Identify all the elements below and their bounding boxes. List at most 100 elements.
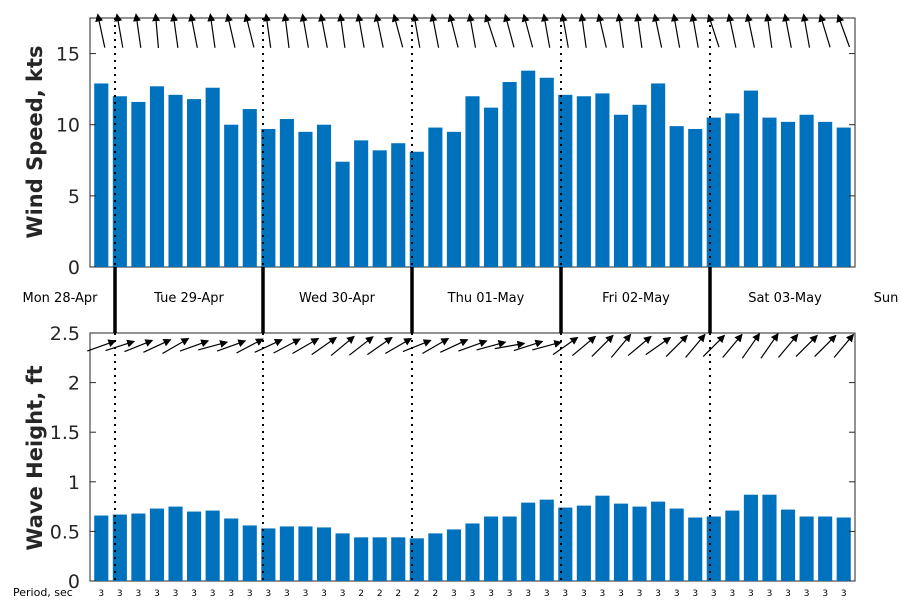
wind-y-axis-label: Wind Speed, kts [23, 45, 47, 238]
wind-bar [651, 83, 666, 267]
period-value: 3 [507, 589, 513, 599]
period-value: 3 [470, 589, 476, 599]
wind-direction-arrow [170, 13, 179, 48]
period-value: 3 [562, 589, 568, 599]
wind-bar [484, 107, 499, 267]
wind-direction-arrow [411, 13, 421, 48]
period-value: 3 [154, 589, 160, 599]
day-label: Mon 28-Apr [23, 291, 99, 306]
wind-bar [743, 90, 758, 267]
wind-direction-arrow [596, 13, 607, 48]
wave-y-tick-label: 2.5 [50, 323, 80, 345]
wave-direction-arrow [814, 334, 837, 358]
day-label: Sun [874, 291, 899, 306]
wind-bar [279, 119, 294, 268]
wave-bar [94, 515, 109, 581]
wave-bar [242, 525, 257, 581]
wave-direction-arrow [216, 339, 247, 352]
wind-direction-arrow [447, 13, 459, 48]
wind-direction-arrow [391, 13, 404, 48]
wind-direction-arrow [466, 13, 477, 48]
wind-direction-arrow [133, 13, 142, 48]
wave-bar [799, 516, 814, 581]
wind-bar [94, 83, 109, 267]
wind-direction-arrow [484, 13, 497, 48]
day-label: Wed 30-Apr [299, 291, 376, 306]
wind-direction-arrow [744, 13, 755, 48]
wind-bar [688, 128, 703, 267]
wind-bar [780, 121, 796, 268]
wind-y-tick-label: 0 [68, 257, 80, 279]
wind-direction-arrow [764, 13, 773, 48]
wave-bar [261, 528, 276, 581]
wind-bar [706, 117, 721, 267]
wind-bar [799, 114, 814, 267]
wave-bar [187, 511, 202, 581]
period-value: 3 [303, 589, 309, 599]
period-value: 3 [136, 589, 142, 599]
period-value: 3 [711, 589, 717, 599]
day-label: Tue 29-Apr [153, 291, 224, 306]
period-value: 2 [414, 589, 420, 599]
period-value: 3 [637, 589, 643, 599]
wind-bar [131, 101, 146, 267]
wind-direction-arrow [689, 13, 699, 48]
wind-direction-arrow [188, 13, 198, 48]
wind-bar [836, 127, 851, 267]
wave-direction-arrow [741, 332, 761, 359]
wave-y-tick-label: 1.5 [50, 422, 80, 444]
wave-direction-arrow [722, 333, 743, 358]
period-value: 3 [600, 589, 606, 599]
wave-direction-arrow [476, 340, 507, 351]
wind-bar [762, 117, 777, 267]
period-value: 3 [488, 589, 494, 599]
wave-bars [94, 494, 851, 581]
period-value: 3 [340, 589, 346, 599]
wave-direction-arrow [532, 340, 563, 351]
wave-direction-arrow [610, 333, 632, 358]
wave-direction-arrow [833, 333, 855, 358]
period-value: 3 [451, 589, 457, 599]
period-value: 3 [748, 589, 754, 599]
wave-direction-arrow [311, 336, 338, 356]
wind-direction-arrow [281, 13, 290, 48]
wave-bar [632, 506, 647, 581]
wave-bar [780, 509, 796, 581]
wave-bar [613, 503, 629, 581]
wind-direction-arrow [670, 13, 681, 48]
wave-bar [725, 510, 740, 581]
wave-bar [539, 499, 554, 581]
wave-direction-arrow [422, 337, 450, 355]
wind-bars [94, 70, 851, 268]
wind-direction-arrow [836, 14, 851, 48]
wave-direction-arrow [236, 338, 264, 354]
wave-bar [706, 516, 721, 581]
period-value: 3 [674, 589, 680, 599]
wave-direction-arrow [198, 340, 229, 351]
period-value: 3 [655, 589, 661, 599]
wave-bar [818, 516, 833, 581]
period-value: 3 [284, 589, 290, 599]
wind-bar [465, 96, 480, 267]
wave-bar [465, 523, 480, 581]
wind-direction-arrow [207, 13, 216, 48]
period-value: 3 [767, 589, 773, 599]
wave-bar [688, 517, 703, 581]
wave-bar [372, 537, 387, 581]
period-label: Period, sec [13, 586, 73, 599]
wave-height-panel: 0 0.5 1 1.5 2 2.5 Wave Height, ft [23, 323, 856, 593]
day-label-strip: Mon 28-Apr Tue 29-Apr Wed 30-Apr Thu 01-May… [23, 291, 899, 306]
wind-direction-arrow [800, 13, 811, 48]
wave-bar [836, 517, 851, 581]
wind-y-tick-label: 10 [56, 115, 80, 137]
wind-direction-arrow [782, 13, 792, 48]
wind-direction-arrow [337, 13, 346, 48]
day-divider-lines [113, 18, 712, 581]
wave-bar [743, 494, 758, 581]
wave-bar [576, 505, 591, 581]
wind-bar [502, 82, 517, 267]
wave-bar [651, 501, 666, 581]
wind-bar [242, 109, 257, 267]
wave-direction-arrow [591, 334, 614, 358]
